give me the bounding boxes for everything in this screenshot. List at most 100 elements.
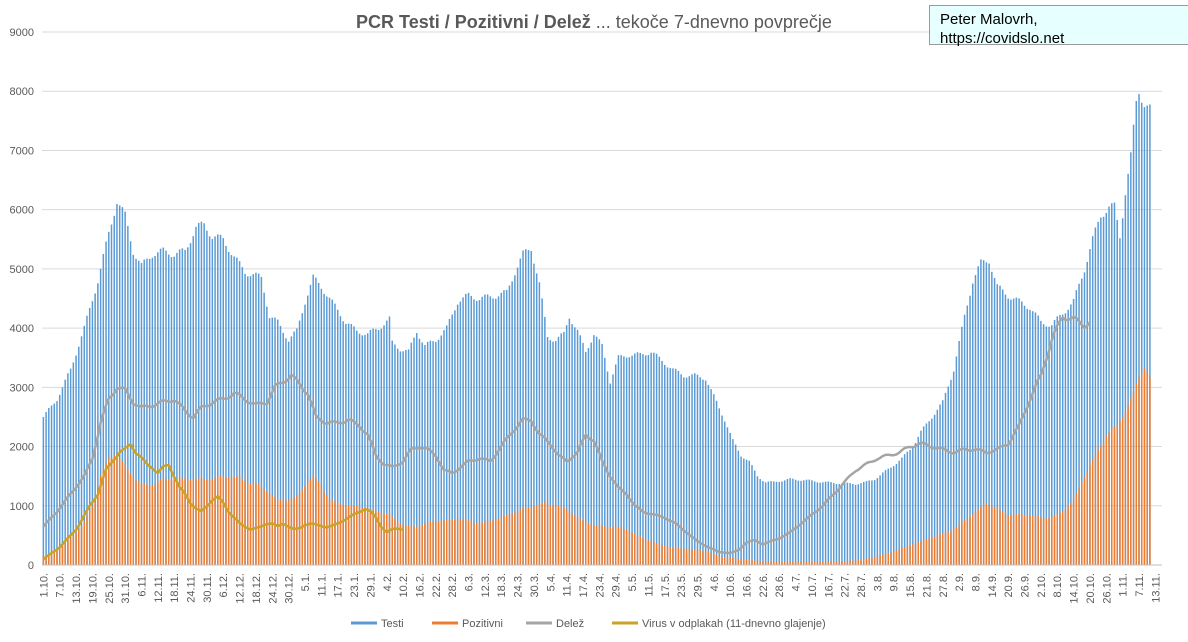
x-tick-label: 19.10.	[87, 573, 99, 604]
bar-testi	[535, 273, 538, 565]
bar-testi	[906, 451, 909, 565]
bar-testi	[1124, 195, 1127, 566]
bar-pozitivni	[56, 550, 58, 565]
bar-testi	[764, 482, 767, 565]
bar-pozitivni	[593, 524, 595, 565]
bar-pozitivni	[459, 519, 462, 565]
bar-pozitivni	[555, 506, 557, 565]
x-tick-label: 22.7.	[840, 573, 852, 597]
y-tick-label: 5000	[10, 264, 34, 276]
bar-testi	[326, 296, 328, 565]
bar-pozitivni	[252, 483, 254, 565]
bar-pozitivni	[1048, 518, 1050, 565]
bar-pozitivni	[778, 562, 780, 565]
bar-testi	[854, 484, 857, 565]
bar-pozitivni	[691, 549, 693, 565]
bar-testi	[1064, 313, 1067, 565]
bar-testi	[688, 376, 691, 565]
bar-testi	[320, 288, 323, 565]
bar-testi	[1023, 305, 1026, 565]
bar-testi	[584, 351, 587, 565]
x-tick-label: 29.1.	[365, 573, 377, 597]
bar-pozitivni	[421, 524, 423, 565]
bar-pozitivni	[854, 560, 857, 565]
bar-testi	[1045, 326, 1048, 565]
bar-testi	[1081, 278, 1083, 565]
bar-testi	[435, 341, 437, 565]
bar-testi	[740, 456, 742, 565]
bar-pozitivni	[328, 499, 331, 565]
bar-pozitivni	[1034, 515, 1037, 565]
bar-testi	[748, 460, 751, 565]
x-tick-label: 29.5.	[693, 573, 705, 597]
bar-testi	[1102, 216, 1105, 565]
legend: Testi Pozitivni Delež Virus v odplakah (11-…	[351, 618, 826, 630]
bar-testi	[895, 463, 898, 565]
bar-testi	[383, 325, 385, 565]
bar-pozitivni	[740, 559, 742, 565]
bar-testi	[336, 309, 339, 565]
bar-testi	[756, 476, 759, 565]
bar-testi	[587, 347, 590, 565]
x-tick-label: 6.12.	[218, 573, 230, 597]
bar-pozitivni	[1026, 515, 1029, 565]
bar-testi	[920, 430, 922, 565]
bar-pozitivni	[786, 562, 789, 565]
bar-pozitivni	[677, 547, 680, 565]
bar-pozitivni	[557, 506, 560, 565]
bar-testi	[465, 293, 467, 565]
bar-pozitivni	[317, 481, 320, 565]
bar-testi	[519, 258, 522, 565]
bar-pozitivni	[377, 512, 380, 565]
bar-pozitivni	[222, 476, 224, 565]
bar-testi	[1138, 94, 1140, 565]
bar-testi	[86, 315, 88, 565]
credit-box: Peter Malovrh, https://covidslo.net	[929, 5, 1188, 47]
bar-testi	[306, 295, 309, 565]
bar-pozitivni	[713, 553, 715, 565]
bar-pozitivni	[67, 540, 69, 565]
bar-pozitivni	[1067, 506, 1069, 565]
bar-pozitivni	[710, 552, 712, 565]
bar-pozitivni	[413, 526, 415, 565]
bar-pozitivni	[497, 518, 500, 565]
bar-testi	[50, 405, 53, 565]
bar-testi	[189, 243, 192, 566]
bar-testi	[852, 484, 854, 565]
bar-testi	[950, 379, 952, 565]
bar-testi	[377, 330, 380, 565]
bar-pozitivni	[116, 453, 118, 565]
bar-pozitivni	[138, 482, 140, 565]
bar-testi	[315, 277, 317, 565]
bar-testi	[206, 230, 208, 565]
chart-title-bold: PCR Testi / Pozitivni / Delež	[356, 12, 591, 32]
bar-pozitivni	[244, 481, 246, 565]
bar-pozitivni	[206, 479, 208, 565]
bar-pozitivni	[489, 520, 492, 565]
bar-pozitivni	[217, 476, 219, 565]
bar-pozitivni	[584, 522, 587, 565]
x-tick-label: 24.3.	[513, 573, 525, 597]
bar-pozitivni	[715, 555, 718, 565]
x-tick-label: 4.6.	[709, 573, 721, 591]
bar-testi	[1004, 294, 1007, 565]
bar-pozitivni	[64, 542, 66, 565]
bar-pozitivni	[358, 506, 361, 565]
bar-testi	[1140, 102, 1143, 565]
bar-testi	[58, 394, 61, 565]
bar-pozitivni	[132, 477, 135, 565]
bar-pozitivni	[113, 455, 115, 565]
bar-testi	[511, 281, 513, 565]
bar-pozitivni	[391, 516, 393, 565]
bar-testi	[857, 484, 860, 565]
bar-testi	[445, 325, 448, 565]
bar-pozitivni	[587, 523, 590, 565]
bar-pozitivni	[961, 522, 963, 565]
bar-pozitivni	[1018, 514, 1020, 565]
bar-pozitivni	[94, 496, 96, 565]
y-tick-label: 8000	[10, 86, 34, 98]
bar-pozitivni	[819, 562, 821, 565]
bar-testi	[563, 331, 565, 565]
bar-testi	[129, 241, 132, 566]
bar-testi	[437, 339, 440, 565]
